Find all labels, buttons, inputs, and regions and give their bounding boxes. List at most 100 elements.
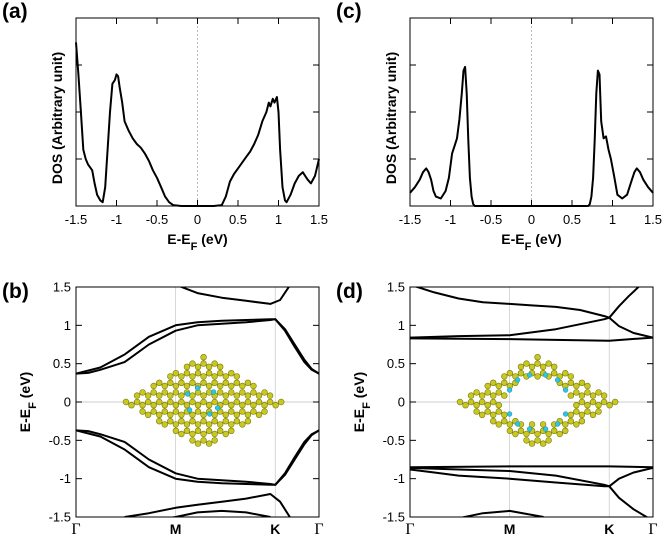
hydrogen-atom <box>210 389 217 395</box>
carbon-atom <box>205 421 213 428</box>
carbon-atom <box>484 389 491 396</box>
x-axis-label-main: E-E <box>167 231 190 247</box>
carbon-atom <box>600 398 608 406</box>
y-tick-label: -1.5 <box>383 510 405 525</box>
carbon-atom <box>205 402 213 409</box>
kpoint-label: Γ <box>314 521 323 538</box>
carbon-atom <box>200 360 207 367</box>
y-axis-label-main: E-E <box>17 409 33 432</box>
carbon-atom <box>501 392 508 399</box>
carbon-atom <box>551 363 558 370</box>
carbon-atom <box>484 408 491 415</box>
band-line <box>76 318 319 375</box>
y-tick-label: 0 <box>398 395 405 410</box>
carbon-atom <box>156 392 163 399</box>
carbon-atom <box>144 392 152 399</box>
carbon-atom <box>517 363 525 370</box>
carbon-atom <box>228 421 235 428</box>
y-tick-label: 1.5 <box>387 280 405 295</box>
y-axis-label-unit: (eV) <box>351 372 367 402</box>
carbon-atom <box>156 418 163 425</box>
carbon-atom <box>266 398 274 406</box>
carbon-atom <box>133 392 141 399</box>
carbon-atom <box>239 382 246 390</box>
carbon-atom <box>255 398 263 406</box>
y-tick-label: 0 <box>64 395 71 410</box>
hydrogen-atom <box>206 411 213 417</box>
carbon-atom <box>189 430 196 438</box>
carbon-atom <box>178 411 185 418</box>
y-axis-label: E-EF (eV) <box>17 372 39 432</box>
carbon-atom <box>150 389 157 396</box>
x-axis-label: E-EF (eV) <box>501 231 561 253</box>
carbon-atom <box>228 370 235 377</box>
y-axis-label: E-EF (eV) <box>351 372 373 432</box>
carbon-atom <box>478 392 486 399</box>
carbon-atom <box>222 398 229 406</box>
carbon-atom <box>539 421 547 428</box>
carbon-atom <box>156 379 163 386</box>
carbon-atom <box>205 363 213 370</box>
carbon-atom <box>167 411 174 418</box>
carbon-atom <box>473 402 480 409</box>
carbon-atom <box>534 437 541 444</box>
carbon-atom <box>517 370 525 377</box>
carbon-atom <box>506 421 514 428</box>
y-tick-label: -0.5 <box>383 433 405 448</box>
carbon-atom <box>578 411 586 418</box>
x-tick-label: -1 <box>111 212 123 227</box>
y-axis-label: DOS (Arbitrary unit) <box>49 52 65 184</box>
carbon-atom <box>167 392 174 399</box>
hydrogen-atom <box>562 411 569 417</box>
carbon-atom <box>144 398 152 406</box>
carbon-atom <box>473 408 480 415</box>
carbon-atom <box>205 440 213 447</box>
carbon-atom <box>573 421 580 428</box>
carbon-atom <box>228 382 235 390</box>
y-axis-label-sub: F <box>27 402 39 409</box>
dos-series-line <box>409 65 654 207</box>
carbon-atom <box>156 398 163 406</box>
carbon-atom <box>539 363 547 370</box>
carbon-atom <box>562 421 569 428</box>
carbon-atom <box>584 382 591 390</box>
carbon-atom <box>228 427 235 434</box>
carbon-atom <box>172 370 180 377</box>
carbon-atom <box>250 382 257 390</box>
carbon-atom <box>172 389 180 396</box>
y-tick-label: 0.5 <box>387 356 405 371</box>
carbon-atom <box>183 382 191 390</box>
band-line <box>410 336 653 342</box>
carbon-atom <box>266 392 274 399</box>
y-tick-label: -1.5 <box>49 510 71 525</box>
hydrogen-atom <box>514 421 521 427</box>
x-axis-label-sub: F <box>525 241 532 253</box>
carbon-atom <box>172 402 180 409</box>
y-axis-label: DOS (Arbitrary unit) <box>383 52 399 184</box>
carbon-atom <box>456 398 464 406</box>
x-tick-label: 1.5 <box>644 212 662 227</box>
carbon-atom <box>528 440 536 447</box>
carbon-atom <box>161 408 168 415</box>
carbon-atom <box>183 370 191 377</box>
carbon-atom <box>233 418 241 425</box>
carbon-atom <box>217 370 224 377</box>
hydrogen-atom <box>542 372 549 378</box>
carbon-atom <box>211 418 218 425</box>
panel-label: (b) <box>2 280 29 303</box>
carbon-atom <box>589 398 597 406</box>
carbon-atom <box>239 421 246 428</box>
carbon-atom <box>200 411 207 418</box>
carbon-atom <box>183 363 191 370</box>
hydrogen-atom <box>186 407 193 413</box>
carbon-atom <box>495 382 502 390</box>
band-line <box>413 287 640 319</box>
carbon-atom <box>244 379 252 386</box>
carbon-atom <box>222 411 229 418</box>
carbon-atom <box>172 421 180 428</box>
carbon-atom <box>611 398 619 406</box>
carbon-atom <box>194 440 202 447</box>
carbon-atom <box>244 392 252 399</box>
carbon-atom <box>534 373 541 380</box>
